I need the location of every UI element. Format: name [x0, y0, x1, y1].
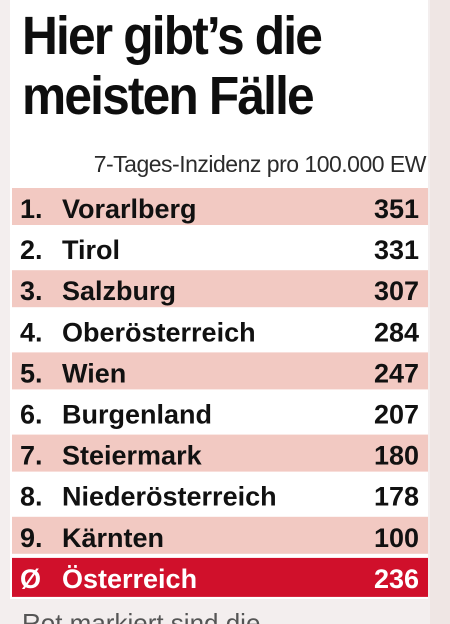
row-state-name: Burgenland	[62, 400, 212, 430]
table-row: 1. Vorarlberg 351	[12, 188, 428, 225]
row-state-name: Salzburg	[62, 276, 176, 306]
table-row: 7. Steiermark 180	[12, 434, 428, 472]
row-incidence-value: 307	[374, 276, 419, 306]
row-incidence-value: 247	[374, 358, 419, 388]
row-rank: 7.	[20, 441, 43, 471]
row-state-name: Kärnten	[62, 523, 164, 553]
row-background	[12, 475, 428, 513]
cut-off-body-text: Rot markiert sind die	[22, 606, 422, 624]
row-rank: 8.	[20, 482, 43, 512]
row-background	[12, 516, 428, 554]
table-row: 4. Oberösterreich 284	[12, 311, 428, 349]
row-state-name: Oberösterreich	[62, 317, 256, 347]
table-row: 3. Salzburg 307	[12, 270, 428, 308]
table-row: 9. Kärnten 100	[12, 516, 428, 554]
row-state-name: Wien	[62, 358, 126, 388]
row-background	[12, 270, 428, 308]
row-rank: 1.	[20, 194, 43, 224]
row-incidence-value: 351	[374, 194, 419, 224]
page-margin-strip	[430, 0, 450, 624]
row-state-name: Tirol	[62, 235, 120, 265]
row-background	[12, 188, 428, 225]
row-incidence-value: 331	[374, 235, 419, 265]
row-incidence-value: 180	[374, 441, 419, 471]
row-background	[12, 434, 428, 472]
row-rank: 3.	[20, 276, 43, 306]
row-background	[12, 311, 428, 349]
row-state-name: Niederösterreich	[62, 482, 277, 512]
row-background	[12, 229, 428, 267]
row-state-name: Österreich	[62, 564, 197, 594]
row-state-name: Vorarlberg	[62, 194, 197, 224]
table-row: 8. Niederösterreich 178	[12, 475, 428, 513]
row-background	[12, 393, 428, 431]
row-rank: 6.	[20, 400, 43, 430]
total-row-background	[12, 557, 428, 597]
row-rank: 5.	[20, 358, 43, 388]
row-rank: 2.	[20, 235, 43, 265]
table-row-total: Ø Österreich 236	[12, 557, 428, 597]
row-incidence-value: 207	[374, 400, 419, 430]
table-row: 5. Wien 247	[12, 352, 428, 390]
row-background	[12, 352, 428, 390]
row-incidence-value: 284	[374, 317, 419, 347]
row-incidence-value: 236	[374, 564, 419, 594]
chart-title: Hier gibt’s die meisten Fälle	[22, 6, 323, 126]
row-incidence-value: 100	[374, 523, 419, 553]
row-rank: 4.	[20, 317, 43, 347]
row-state-name: Steiermark	[62, 441, 203, 471]
row-rank: 9.	[20, 523, 43, 553]
cut-off-body-text-line: Rot markiert sind die	[22, 608, 261, 624]
row-incidence-value: 178	[374, 482, 419, 512]
row-rank: Ø	[20, 564, 41, 594]
table-row: 2. Tirol 331	[12, 229, 428, 267]
table-row: 6. Burgenland 207	[12, 393, 428, 431]
chart-subtitle: 7-Tages-Inzidenz pro 100.000 EW	[93, 151, 427, 177]
